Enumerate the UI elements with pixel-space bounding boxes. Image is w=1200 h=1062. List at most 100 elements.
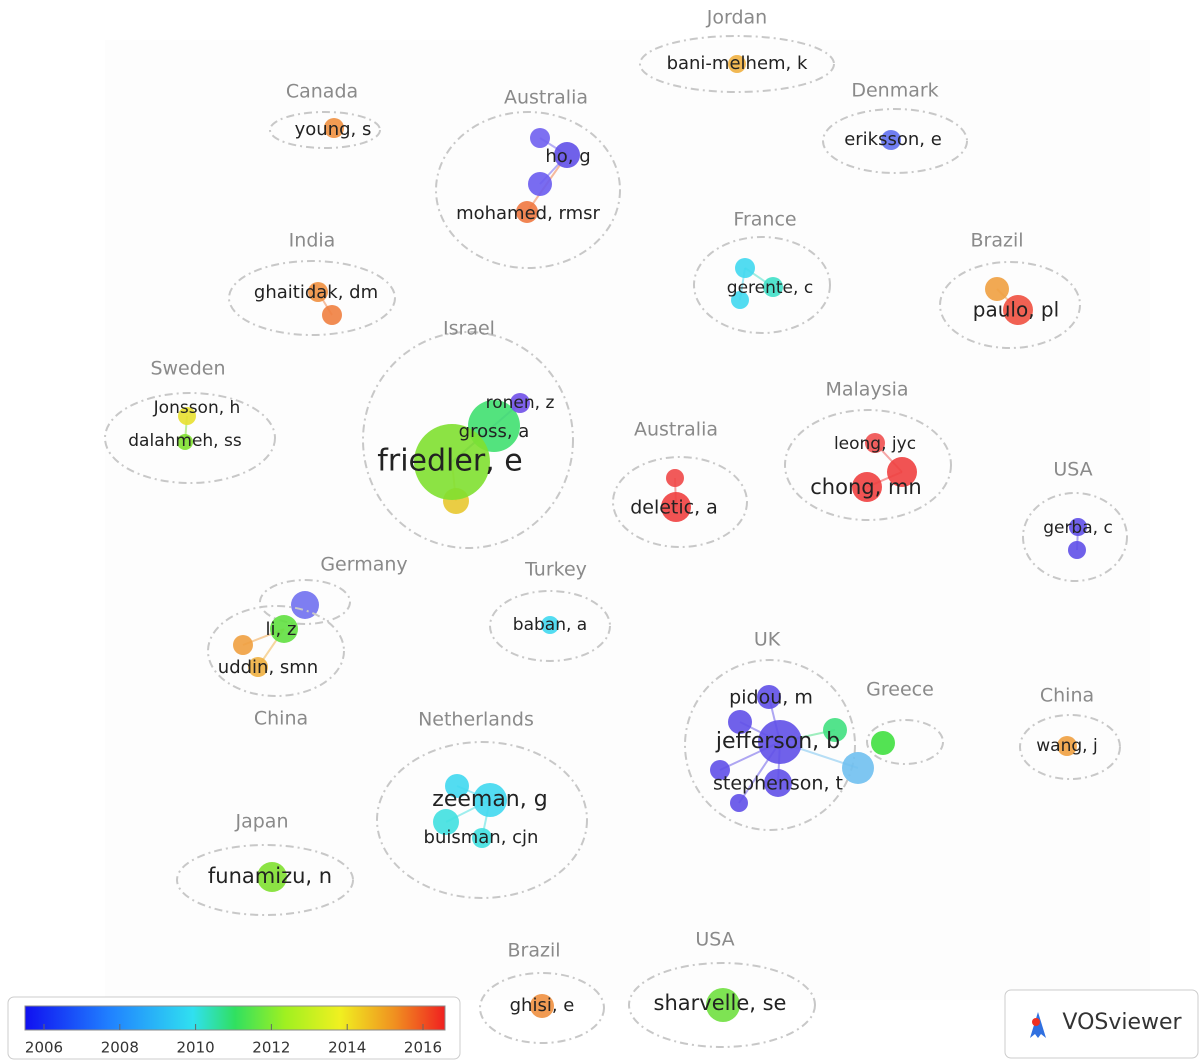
node	[530, 128, 550, 148]
node	[764, 769, 792, 797]
node	[528, 172, 552, 196]
node	[852, 472, 882, 502]
logo-text: VOSviewer	[1062, 1010, 1182, 1035]
node	[1069, 518, 1087, 536]
author-label: mohamed, rmsr	[456, 203, 600, 224]
country-label: Canada	[286, 81, 358, 103]
country-label: USA	[695, 929, 734, 951]
author-label: friedler, e	[377, 444, 522, 479]
logo-dot	[1032, 1018, 1040, 1026]
node	[308, 282, 328, 302]
cluster-outline	[822, 108, 968, 174]
country-label: USA	[1053, 459, 1092, 481]
cluster-outline	[269, 111, 381, 149]
country-label: Israel	[443, 318, 495, 340]
cluster-outline	[639, 35, 835, 93]
author-label: baban, a	[513, 615, 587, 635]
country-label: Sweden	[150, 358, 225, 380]
node	[1057, 736, 1077, 756]
author-label: ronen, z	[486, 393, 555, 413]
country-label: Japan	[235, 811, 289, 833]
cluster-outline	[228, 260, 396, 336]
node	[510, 393, 530, 413]
author-label: funamizu, n	[208, 864, 332, 888]
country-label: Brazil	[507, 940, 560, 962]
cluster-outline	[1022, 492, 1128, 582]
author-label: gross, a	[459, 421, 530, 442]
country-label: Australia	[634, 419, 718, 441]
cluster-outline	[362, 331, 574, 549]
author-label: gerba, c	[1043, 518, 1113, 538]
country-label: Brazil	[970, 230, 1023, 252]
node	[661, 492, 691, 522]
legend-tick-label: 2010	[177, 1039, 215, 1057]
country-label: Turkey	[524, 559, 587, 581]
cluster-outline	[612, 456, 748, 548]
node	[257, 862, 287, 892]
author-label: eriksson, e	[844, 129, 942, 150]
node	[710, 760, 730, 780]
author-label: sharvelle, se	[654, 991, 787, 1015]
author-label: jefferson, b	[715, 729, 840, 754]
country-label: India	[289, 230, 336, 252]
author-label: ghaitidak, dm	[254, 282, 378, 303]
node	[248, 657, 268, 677]
node	[881, 130, 901, 150]
cluster-outline	[104, 392, 276, 484]
cluster-outline	[176, 844, 354, 916]
author-label: chong, mn	[810, 475, 921, 499]
node	[985, 277, 1009, 301]
legend-tick-label: 2012	[252, 1039, 290, 1057]
logo: VOSviewer	[1004, 989, 1199, 1059]
cluster-outline	[684, 659, 856, 831]
node	[177, 434, 193, 450]
country-label: Netherlands	[418, 709, 534, 731]
cluster-outline	[693, 236, 831, 334]
cluster-outline	[1019, 714, 1121, 780]
node	[530, 994, 554, 1018]
legend-tick-label: 2014	[328, 1039, 366, 1057]
node	[842, 752, 874, 784]
cluster-outline	[784, 409, 952, 521]
node	[324, 118, 344, 138]
node	[322, 305, 342, 325]
cluster-outline	[376, 741, 588, 899]
cluster-outline	[259, 579, 351, 625]
author-label: bani-melhem, k	[667, 53, 808, 74]
node	[554, 142, 580, 168]
author-label: uddin, smn	[218, 657, 318, 678]
node	[445, 774, 469, 798]
author-label: pidou, m	[729, 687, 813, 709]
node	[473, 783, 507, 817]
node	[291, 591, 319, 619]
country-label: China	[254, 708, 308, 730]
node	[757, 685, 781, 709]
country-label: Jordan	[706, 7, 767, 29]
country-label: Australia	[504, 87, 588, 109]
author-label: wang, j	[1036, 736, 1097, 756]
country-label: Greece	[866, 679, 934, 701]
node	[178, 407, 196, 425]
node	[865, 433, 885, 453]
node	[472, 828, 492, 848]
cluster-outline	[207, 605, 345, 697]
author-label: Jonsson, h	[153, 398, 241, 418]
author-label: leong, jyc	[834, 434, 916, 454]
cluster-outline	[939, 261, 1081, 349]
country-label: China	[1040, 685, 1094, 707]
author-label: dalahmeh, ss	[128, 431, 242, 451]
node	[728, 55, 746, 73]
node	[763, 277, 783, 297]
author-label: li, z	[266, 619, 297, 640]
node	[706, 988, 740, 1022]
node	[270, 615, 298, 643]
author-label: stephenson, t	[713, 773, 843, 795]
node	[433, 809, 459, 835]
cluster-outline	[435, 111, 621, 269]
author-label: gerente, c	[727, 278, 813, 298]
node	[414, 424, 490, 500]
node	[1003, 295, 1033, 325]
node	[233, 635, 253, 655]
cluster-outline	[489, 590, 611, 662]
